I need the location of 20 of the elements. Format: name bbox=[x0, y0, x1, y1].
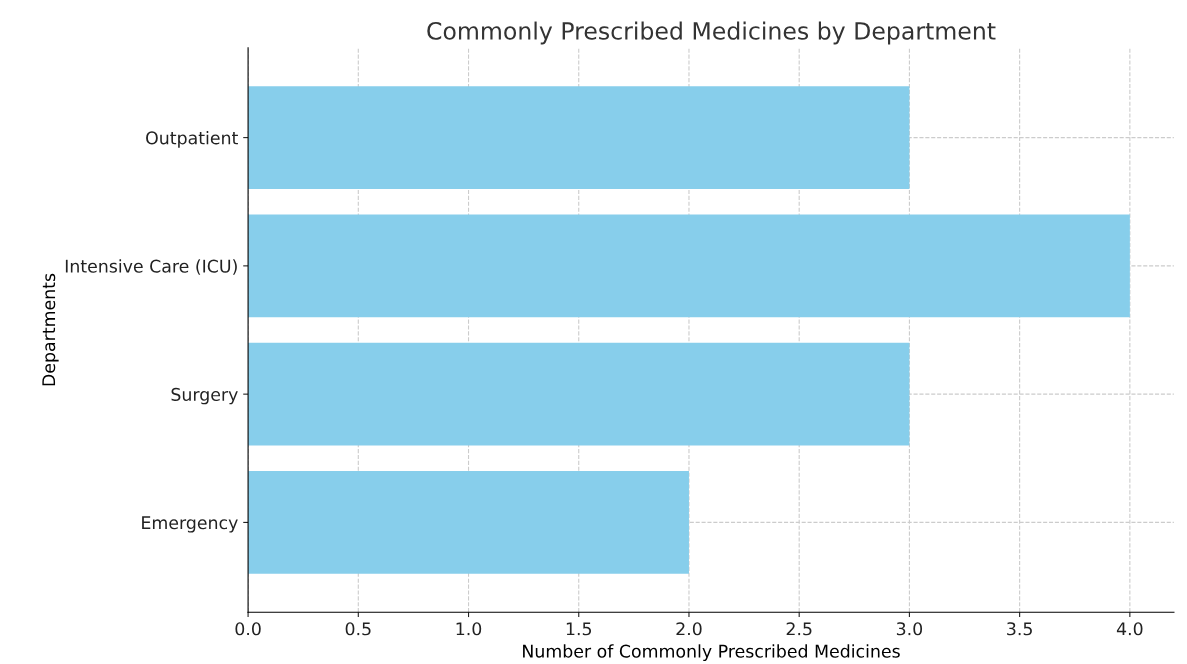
bar bbox=[248, 86, 910, 189]
x-tick-label: 0.5 bbox=[345, 622, 371, 636]
x-tick-label: 2.0 bbox=[676, 622, 702, 636]
x-axis-title: Number of Commonly Prescribed Medicines bbox=[523, 644, 900, 662]
x-tick-label: 1.0 bbox=[456, 622, 482, 636]
y-tick-label: Emergency bbox=[142, 516, 238, 533]
chart-title: Commonly Prescribed Medicines by Department bbox=[427, 21, 996, 45]
x-tick-label: 4.0 bbox=[1116, 622, 1143, 636]
y-tick-label: Surgery bbox=[171, 387, 238, 405]
bar bbox=[248, 214, 1130, 318]
y-tick-label: Outpatient bbox=[146, 131, 238, 148]
y-axis-title: Departments bbox=[42, 273, 59, 386]
y-tick-label: Intensive Care (ICU) bbox=[65, 259, 237, 275]
x-tick-label: 3.5 bbox=[1007, 622, 1032, 636]
x-tick-label: 0.0 bbox=[235, 622, 261, 636]
x-tick-label: 1.5 bbox=[566, 622, 592, 636]
bar bbox=[248, 342, 910, 446]
bar bbox=[248, 471, 689, 574]
x-tick-label: 2.5 bbox=[786, 622, 812, 636]
x-tick-label: 3.0 bbox=[896, 622, 923, 636]
